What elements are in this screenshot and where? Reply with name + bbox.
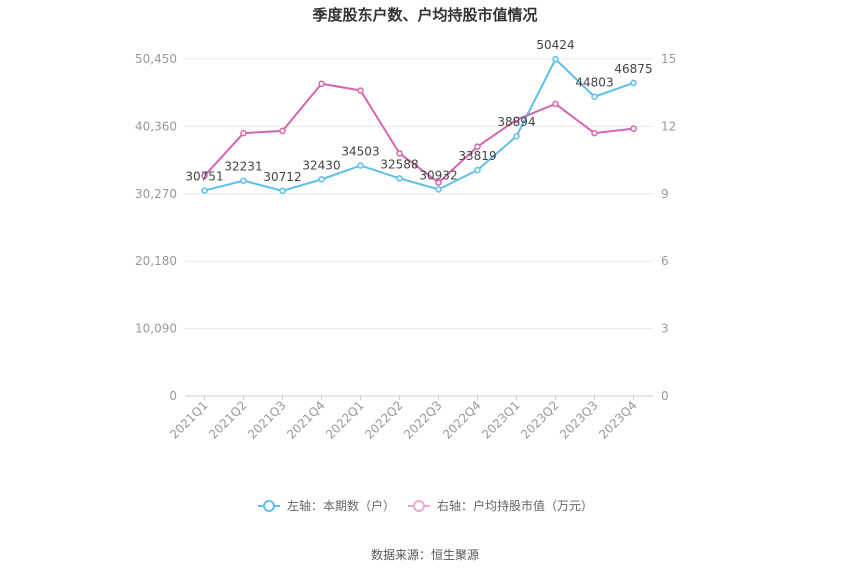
- series-2-point: [630, 125, 637, 132]
- left-axis: 0 10,090 20,180 30,270 40,360 50,450: [135, 52, 177, 403]
- series-2-point: [591, 129, 598, 137]
- data-labels: 3075132231307123243034503325883093233819…: [185, 38, 652, 184]
- x-tick-label: 2022Q2: [362, 398, 406, 442]
- x-tick-label: 2023Q4: [596, 398, 640, 442]
- series-2-point: [396, 150, 403, 157]
- left-tick-label: 50,450: [135, 52, 177, 66]
- left-tick-label: 20,180: [135, 254, 177, 268]
- series-2-point: [318, 80, 325, 87]
- x-tick-label: 2022Q1: [323, 398, 367, 442]
- series-2-point: [240, 129, 247, 137]
- data-label: 30712: [263, 170, 301, 184]
- x-tick-label: 2022Q3: [401, 398, 445, 442]
- series-line-2: [203, 82, 634, 184]
- x-axis: 2021Q12021Q22021Q32021Q42022Q12022Q22022…: [167, 396, 640, 442]
- source-note: 数据来源：恒生聚源: [371, 547, 479, 562]
- series-1-point: [552, 55, 559, 63]
- series-1-point: [318, 176, 325, 183]
- data-label: 50424: [536, 38, 574, 52]
- legend-label-households: 左轴：本期数（户）: [287, 498, 395, 513]
- series-2-point: [552, 100, 559, 108]
- right-tick-label: 0: [661, 389, 669, 403]
- x-tick-label: 2023Q1: [479, 398, 523, 442]
- data-label: 32231: [224, 160, 262, 174]
- series-2-point: [201, 172, 208, 180]
- legend[interactable]: 左轴：本期数（户） 右轴：户均持股市值（万元）: [258, 498, 593, 513]
- right-tick-label: 15: [661, 52, 676, 66]
- chart-title: 季度股东户数、户均持股市值情况: [312, 6, 537, 24]
- left-tick-label: 30,270: [135, 187, 177, 201]
- series-1-point: [357, 162, 364, 169]
- right-tick-label: 3: [661, 322, 669, 336]
- data-label: 33819: [458, 149, 496, 163]
- legend-marker-avg-value: [413, 500, 425, 512]
- left-tick-label: 10,090: [135, 322, 177, 336]
- x-tick-label: 2021Q1: [167, 398, 211, 442]
- series-1-point: [396, 175, 403, 182]
- grid-lines: [185, 58, 653, 397]
- series-1-point: [513, 132, 520, 140]
- legend-item-avg-value[interactable]: 右轴：户均持股市值（万元）: [408, 498, 593, 513]
- x-tick-label: 2021Q3: [245, 398, 289, 442]
- series-line-1: [204, 57, 634, 192]
- right-tick-label: 12: [661, 119, 676, 133]
- legend-item-households[interactable]: 左轴：本期数（户）: [258, 498, 395, 513]
- series-1-point: [474, 166, 481, 174]
- right-tick-label: 9: [661, 187, 669, 201]
- series-1-point: [201, 187, 208, 194]
- series-1-point: [435, 186, 442, 193]
- legend-marker-households: [263, 500, 275, 512]
- data-label: 30751: [185, 170, 223, 184]
- series-2-point: [357, 87, 364, 94]
- x-tick-label: 2022Q4: [440, 398, 484, 442]
- data-label: 46875: [614, 62, 652, 76]
- legend-label-avg-value: 右轴：户均持股市值（万元）: [437, 498, 593, 513]
- series-layer: [201, 55, 637, 195]
- x-tick-label: 2023Q2: [518, 398, 562, 442]
- series-2-point: [474, 143, 481, 150]
- series-1-point: [591, 93, 598, 100]
- series-2-point: [513, 116, 520, 123]
- x-tick-label: 2021Q2: [206, 398, 250, 442]
- right-axis: 0 3 6 9 12 15: [661, 52, 676, 403]
- data-label: 32588: [380, 157, 418, 171]
- data-label: 38894: [497, 115, 535, 129]
- x-tick-label: 2021Q4: [284, 398, 328, 442]
- series-1-point: [240, 177, 247, 184]
- series-2-point: [435, 179, 442, 186]
- left-tick-label: 40,360: [135, 119, 177, 133]
- left-tick-label: 0: [169, 389, 177, 403]
- series-1-point: [630, 79, 637, 87]
- right-tick-label: 6: [661, 254, 669, 268]
- data-label: 30932: [419, 168, 457, 182]
- data-label: 32430: [302, 158, 340, 172]
- series-2-point: [279, 127, 286, 135]
- data-label: 34503: [341, 145, 379, 159]
- x-tick-label: 2023Q3: [557, 398, 601, 442]
- series-1-point: [279, 187, 286, 195]
- data-label: 44803: [575, 76, 613, 90]
